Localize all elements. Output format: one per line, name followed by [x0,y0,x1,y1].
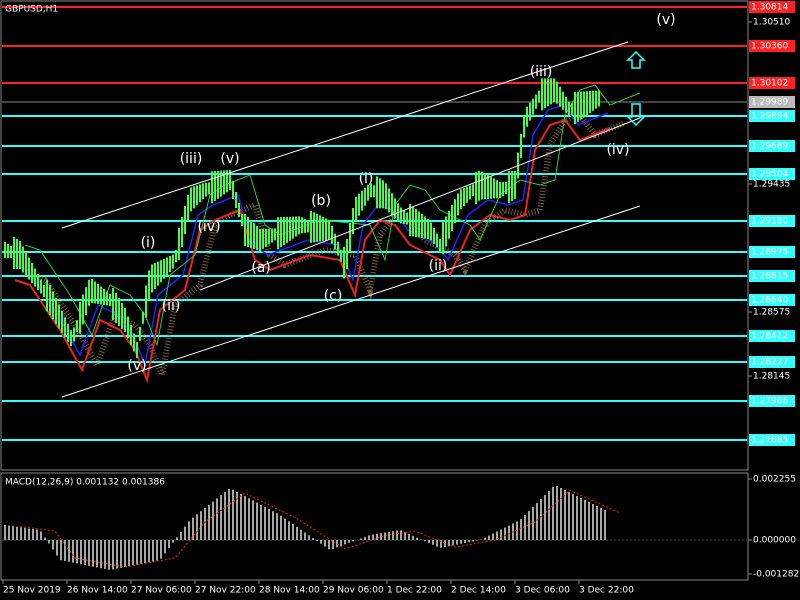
time-label: 27 Nov 22:00 [195,586,256,596]
wave-label: (iv) [606,142,629,158]
wave-label: (ii) [429,258,448,274]
price-level-label: 1.29504 [751,170,788,180]
price-scale-label: 1.28145 [753,372,790,382]
macd-scale-label: 0.002255 [753,475,796,485]
price-scale-label: 1.28575 [753,308,790,318]
channel-middle [199,117,641,291]
arrow-down [626,103,646,127]
price-level-box [749,215,795,227]
channel-upper [61,41,629,229]
wave-label: (v) [220,151,239,167]
price-level-label: 1.30102 [751,79,788,89]
price-level-label: 1.30814 [751,3,788,13]
price-level-label: 1.27966 [751,397,788,407]
price-level-box [749,1,795,13]
macd-scale-label: -0.001282 [753,570,799,580]
lagging-line [24,84,641,347]
wave-label: (i) [141,235,156,251]
price-level-label: 1.29180 [751,217,788,227]
time-label: 1 Dec 22:00 [387,586,442,596]
wave-label: (c) [324,288,343,304]
price-level-label: 1.28640 [751,296,788,306]
price-level-box [749,330,795,342]
price-level-label: 1.28227 [751,358,788,368]
price-level-label: 1.28815 [751,272,788,282]
time-label: 28 Nov 14:00 [259,586,320,596]
wave-label: (b) [311,193,331,209]
wave-label: (v) [127,358,146,374]
price-level-box [749,270,795,282]
macd-label: MACD(12,26,9) 0.001132 0.001386 [5,478,165,488]
time-label: 25 Nov 2019 [3,586,61,596]
price-level-label: 1.29894 [751,112,788,122]
wave-label: (iii) [530,64,553,80]
wave-label: (v) [656,12,675,28]
price-scale-label: 1.29435 [753,180,790,190]
price-level-box [749,434,795,446]
price-scale-label: 1.30510 [753,18,790,28]
price-level-label: 1.28412 [751,332,788,342]
price-level-box [749,294,795,306]
price-level-label: 1.29689 [751,142,788,152]
price-level-label: 1.30360 [751,42,788,52]
price-level-box [749,140,795,152]
price-level-box [749,356,795,368]
price-level-box [749,246,795,258]
wave-label: (iii) [180,151,203,167]
price-level-box [749,96,795,108]
time-label: 2 Dec 14:00 [451,586,506,596]
channel-lower [61,205,641,398]
price-level-box [749,395,795,407]
wave-label: (ii) [162,298,181,314]
price-cloud [29,111,627,386]
price-level-label: 1.28975 [751,248,788,258]
wave-label: (i) [359,171,374,187]
ma-red [14,118,611,384]
price-level-label: 1.29989 [751,98,788,108]
price-level-box [749,168,795,180]
main-frame [0,0,749,471]
time-label: 3 Dec 22:00 [579,586,634,596]
price-level-box [749,110,795,122]
price-level-label: 1.27685 [751,436,788,446]
wave-label: (a) [251,260,271,276]
macd-frame [0,472,749,581]
time-label: 27 Nov 06:00 [131,586,192,596]
wave-label: (iv) [197,219,220,235]
symbol-title: GBPUSD,H1 [5,5,58,15]
macd-scale-label: 0.000000 [753,536,796,546]
price-level-box [749,77,795,89]
time-label: 29 Nov 06:00 [323,586,384,596]
price-level-box [749,40,795,52]
arrow-up [626,50,646,69]
time-label: 26 Nov 14:00 [67,586,128,596]
ma-blue [12,104,609,368]
time-label: 3 Dec 06:00 [515,586,570,596]
